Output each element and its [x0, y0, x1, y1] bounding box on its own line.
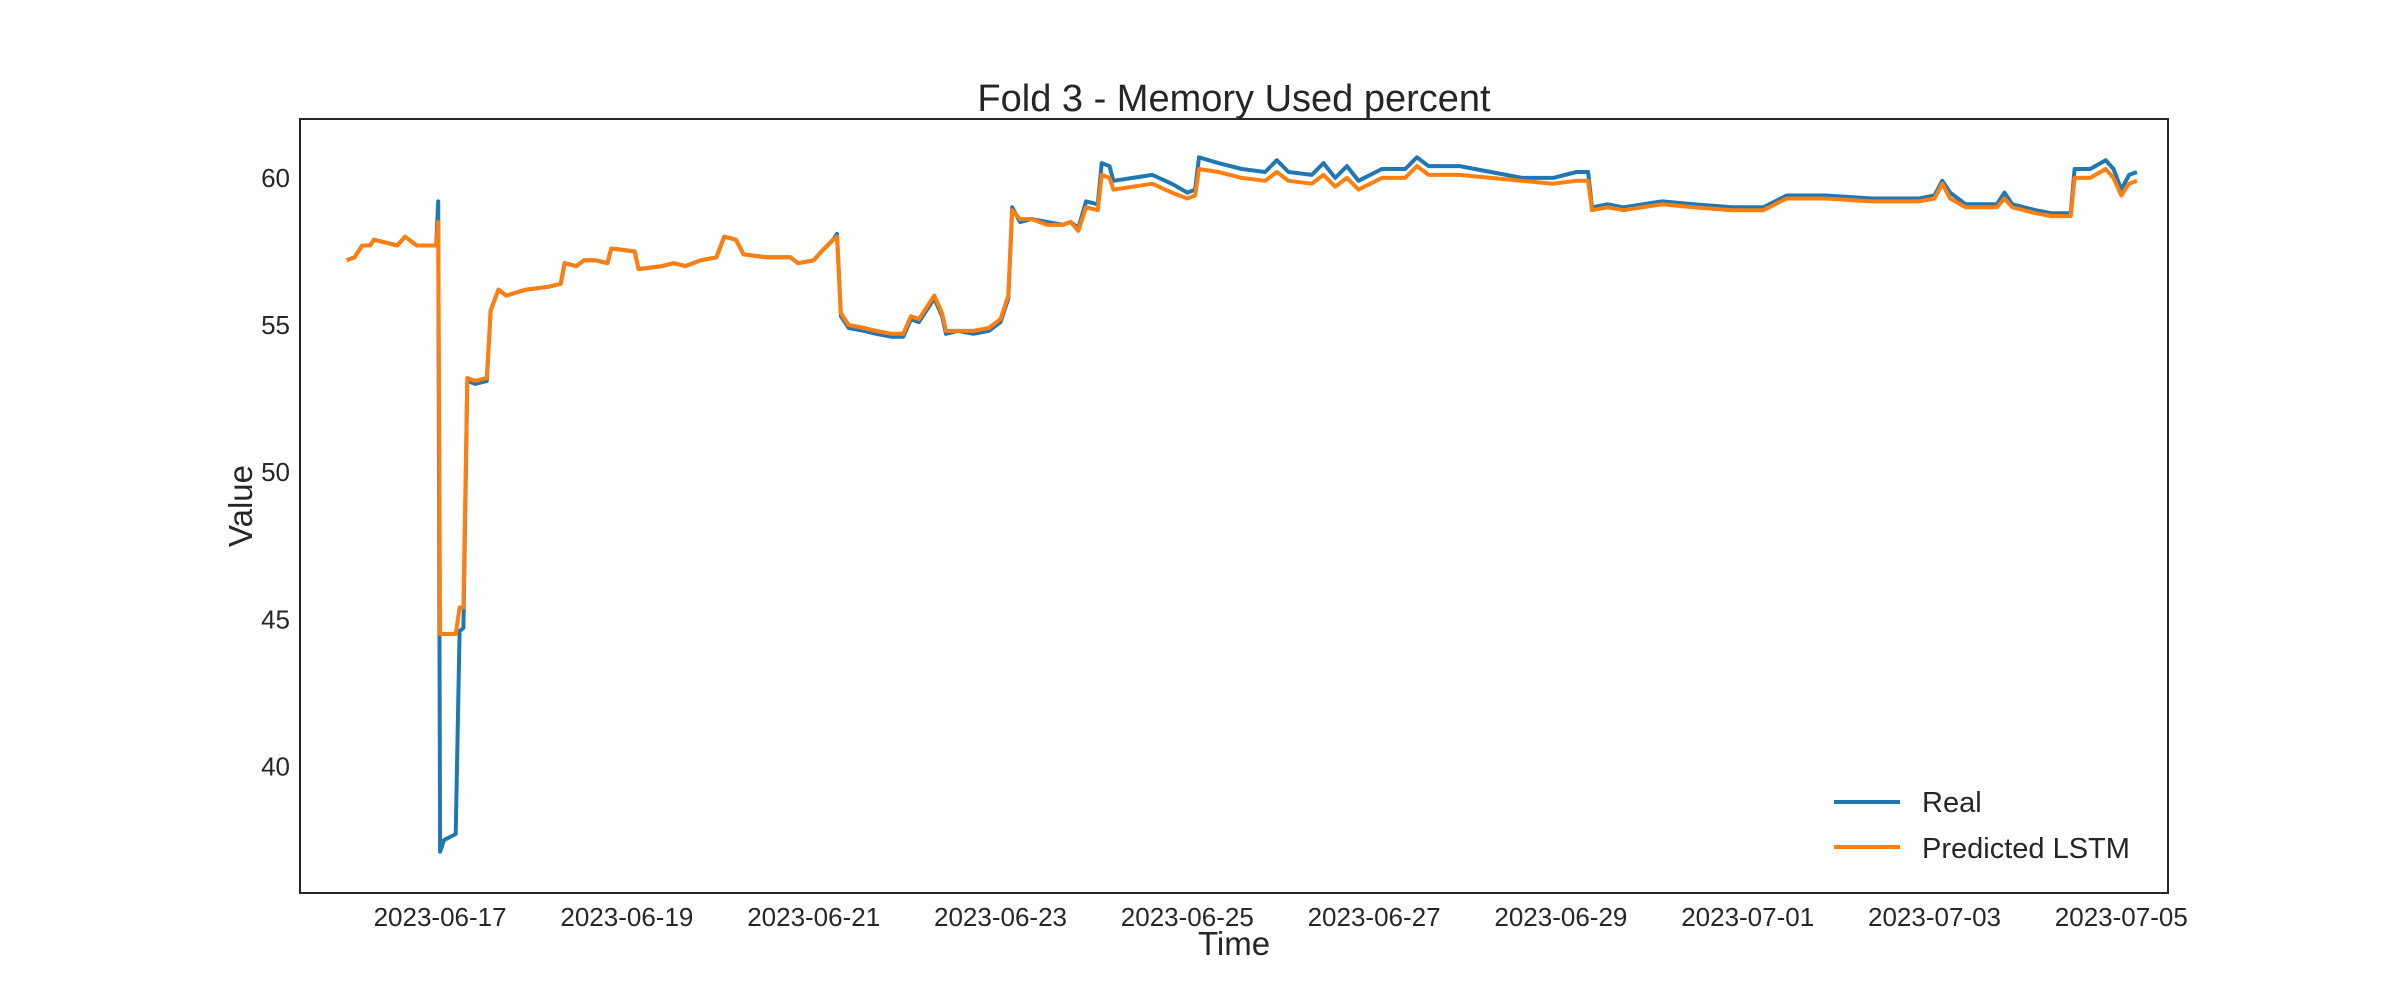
x-tick-label: 2023-06-25 [1121, 902, 1254, 932]
series-line-predicted-lstm [345, 164, 2138, 636]
legend-label-predicted-lstm: Predicted LSTM [1922, 833, 2130, 865]
x-tick-label: 2023-07-05 [2055, 902, 2188, 932]
y-tick-label: 50 [261, 457, 290, 487]
y-axis-label: Value [222, 465, 259, 547]
x-tick-label: 2023-06-23 [934, 902, 1067, 932]
chart-title: Fold 3 - Memory Used percent [977, 78, 1491, 120]
series-layer [345, 155, 2138, 854]
x-tick-label: 2023-06-27 [1308, 902, 1441, 932]
x-tick-label: 2023-06-29 [1494, 902, 1627, 932]
y-tick-label: 60 [261, 163, 290, 193]
x-axis-label: Time [1198, 925, 1270, 962]
series-line-real [345, 155, 2138, 854]
x-tick-label: 2023-06-19 [560, 902, 693, 932]
legend-label-real: Real [1922, 787, 1982, 819]
y-tick-label: 55 [261, 310, 290, 340]
x-tick-label: 2023-06-17 [374, 902, 507, 932]
x-tick-label: 2023-06-21 [747, 902, 880, 932]
plot-frame [299, 118, 2169, 894]
x-tick-label: 2023-07-01 [1681, 902, 1814, 932]
y-tick-label: 45 [261, 604, 290, 634]
legend: Real Predicted LSTM [1834, 787, 2130, 865]
x-axis: 2023-06-17 2023-06-19 2023-06-21 2023-06-23… [374, 902, 2188, 932]
y-tick-label: 40 [261, 751, 290, 781]
y-axis: 40 45 50 55 60 [261, 163, 290, 782]
x-tick-label: 2023-07-03 [1868, 902, 2001, 932]
